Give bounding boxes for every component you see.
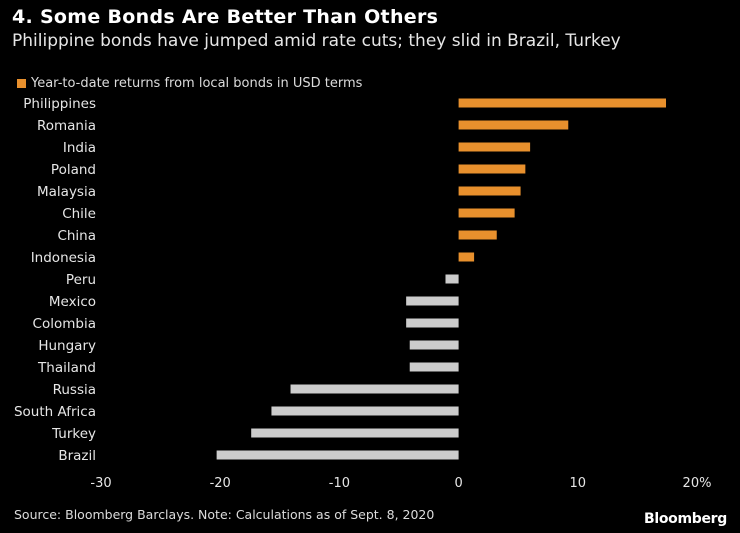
bar-south-africa [271,406,459,416]
category-label: India [63,140,96,156]
x-tick-label: -20 [210,476,231,491]
category-label: Chile [62,206,96,222]
x-tick-label: -10 [329,476,350,491]
bar-indonesia [458,252,475,262]
category-labels: Philippines Romania India Poland Malaysia Chi… [14,96,96,464]
chart-title: 4. Some Bonds Are Better Than Others [12,6,439,28]
category-label: Russia [53,382,96,398]
category-label: Colombia [33,316,96,332]
bar-philippines [458,98,667,108]
bar-turkey [251,428,459,438]
category-label: Brazil [58,448,96,464]
bloomberg-logo: Bloomberg [643,511,727,527]
x-tick-label: 20% [683,476,712,491]
bar-russia [290,384,459,394]
category-label: Mexico [49,294,96,310]
category-label: Philippines [23,96,96,112]
bar-chile [458,208,515,218]
x-tick-label: 0 [454,476,462,491]
source-note: Source: Bloomberg Barclays. Note: Calcul… [14,507,435,522]
bar-poland [458,164,526,174]
chart-subtitle: Philippine bonds have jumped amid rate c… [12,31,621,51]
bar-romania [458,120,569,130]
category-label: South Africa [14,404,96,420]
category-label: Malaysia [37,184,96,200]
legend-label: Year-to-date returns from local bonds in… [31,76,363,91]
category-label: Turkey [51,426,96,442]
bar-mexico [406,296,459,306]
bar-china [458,230,497,240]
bar-peru [445,274,459,284]
legend: Year-to-date returns from local bonds in… [17,76,362,91]
bar-thailand [409,362,459,372]
bar-hungary [409,340,459,350]
bar-malaysia [458,186,521,196]
category-label: Romania [37,118,96,134]
bar-india [458,142,531,152]
bar-brazil [216,450,459,460]
x-axis-ticks: -30 -20 -10 0 10 20% [90,476,711,491]
category-label: Thailand [37,360,96,376]
bar-colombia [406,318,459,328]
category-label: Poland [51,162,96,178]
bars-group [216,98,667,460]
category-label: Peru [66,272,96,288]
category-label: Indonesia [31,250,96,266]
category-label: China [57,228,96,244]
category-label: Hungary [38,338,96,354]
x-tick-label: 10 [570,476,587,491]
x-tick-label: -30 [90,476,111,491]
legend-swatch [17,79,26,88]
